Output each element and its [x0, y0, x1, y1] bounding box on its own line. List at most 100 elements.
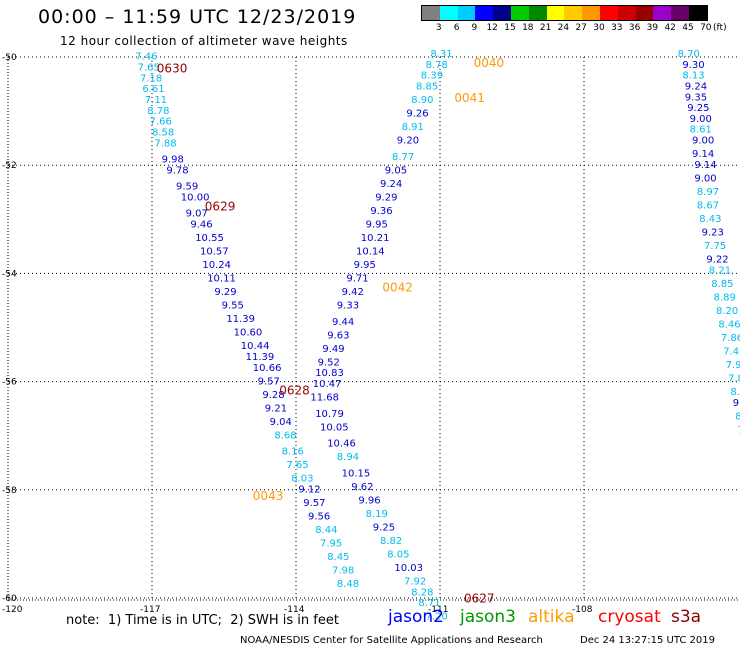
pass-time-label: 0041	[454, 91, 485, 105]
wave-height-value: 9.44	[332, 317, 354, 328]
wave-height-value: 10.03	[394, 563, 423, 574]
wave-height-value: 9.35	[685, 92, 707, 103]
lat-tick-label: -60	[2, 594, 17, 604]
wave-height-value: 8.19	[366, 509, 388, 520]
wave-height-value: 8.13	[682, 71, 704, 82]
wave-height-value: 10.24	[202, 260, 231, 271]
color-scale-label: 6	[453, 23, 460, 33]
pass-time-label: 0042	[382, 281, 413, 295]
pass-time-label: 0629	[205, 199, 236, 213]
wave-height-value: 9.33	[337, 301, 359, 312]
wave-height-value: 9.24	[380, 179, 402, 190]
wave-height-value: 8.67	[697, 200, 719, 211]
wave-height-value: 9.23	[702, 228, 724, 239]
wave-height-value: 8.70	[678, 49, 700, 60]
color-swatch	[617, 6, 636, 20]
wave-height-value: 8.16	[282, 447, 304, 458]
pass-time-label: 0630	[157, 61, 188, 75]
wave-height-value: 8.89	[714, 292, 736, 303]
lon-tick-label: -117	[140, 605, 160, 615]
pass-time-label: 0043	[253, 489, 284, 503]
wave-height-value: 7.42	[723, 347, 740, 358]
wave-height-value: 9.95	[366, 219, 388, 230]
wave-height-value: 8.94	[337, 452, 359, 463]
wave-height-value: 10.55	[195, 233, 224, 244]
color-swatch	[688, 6, 707, 20]
wave-height-value: 9.57	[258, 376, 280, 387]
wave-height-value: 9.25	[373, 522, 395, 533]
wave-height-value: 9.21	[265, 403, 287, 414]
color-scale-label: 42	[664, 23, 676, 33]
wave-height-value: 10.83	[315, 368, 344, 379]
wave-height-value: 8.20	[716, 306, 738, 317]
wave-height-value: 8.48	[337, 579, 359, 590]
pass-time-label: 0628	[279, 383, 310, 397]
wave-height-value: 8.78	[147, 106, 169, 117]
color-swatch	[475, 6, 494, 20]
color-swatch	[653, 6, 672, 20]
wave-height-value: 7.18	[140, 73, 162, 84]
wave-height-value: 7.86	[721, 333, 740, 344]
color-swatch	[493, 6, 511, 20]
wave-height-value: 10.05	[320, 422, 349, 433]
wave-height-value: 6.61	[142, 84, 164, 95]
wave-height-value: 10.47	[313, 379, 342, 390]
color-scale-swatches	[421, 5, 708, 21]
wave-height-value: 9.07	[186, 209, 208, 220]
note-text: note: 1) Time is in UTC; 2) SWH is in fe…	[66, 613, 339, 628]
pass-time-label: 0627	[464, 592, 495, 606]
wave-height-value: 8.91	[402, 122, 424, 133]
wave-height-value: 10.57	[200, 246, 229, 257]
satellite-legend-jason3: jason3	[460, 607, 516, 627]
satellite-legend-s3a: s3a	[671, 607, 702, 627]
map-title: 00:00 – 11:59 UTC 12/23/2019	[38, 6, 357, 28]
wave-height-value: 10.60	[234, 328, 263, 339]
wave-height-value: 8.44	[315, 525, 337, 536]
wave-height-value: 8.14	[730, 387, 740, 398]
wave-height-value: 7.66	[150, 117, 172, 128]
wave-height-value: 10.46	[327, 439, 356, 450]
wave-height-value: 8.77	[392, 152, 414, 163]
color-swatch	[582, 6, 600, 20]
color-scale-label: 36	[628, 23, 641, 33]
wave-height-value: 10.15	[342, 468, 371, 479]
wave-height-value: 9.56	[308, 512, 330, 523]
color-swatch	[599, 6, 618, 20]
wave-height-value: 7.98	[332, 566, 354, 577]
wave-height-value: 7.92	[726, 360, 740, 371]
color-scale-label: 24	[557, 23, 570, 33]
color-scale-label: 18	[522, 23, 534, 33]
wave-height-value: 7.95	[320, 539, 342, 550]
wave-height-value: 7.20	[426, 612, 448, 623]
wave-height-value: 8.75	[735, 411, 740, 422]
wave-height-value: 8.45	[327, 552, 349, 563]
satellite-legend-altika: altika	[528, 607, 575, 627]
wave-height-value: 10.11	[207, 274, 236, 285]
wave-height-value: 10.79	[315, 409, 344, 420]
wave-height-value: 8.82	[380, 536, 402, 547]
wave-height-value: 10.44	[241, 341, 270, 352]
wave-height-value: 9.04	[270, 417, 292, 428]
wave-height-value: 8.43	[699, 214, 721, 225]
wave-height-value: 9.05	[385, 165, 407, 176]
wave-height-value: 9.26	[406, 109, 428, 120]
color-swatch	[546, 6, 565, 20]
wave-height-value: 9.57	[303, 498, 325, 509]
wave-height-value: 8.28	[411, 587, 433, 598]
wave-height-value: 8.39	[421, 71, 443, 82]
wave-height-value: 8.71	[418, 598, 440, 609]
wave-height-value: 10.66	[253, 363, 282, 374]
wave-height-value: 7.92	[404, 576, 426, 587]
wave-height-value: 7.75	[704, 241, 726, 252]
wave-height-value: 9.20	[397, 136, 419, 147]
wave-height-value: 8.85	[711, 279, 733, 290]
wave-height-value: 9.14	[692, 149, 714, 160]
wave-height-value: 9.24	[685, 81, 707, 92]
lon-tick-label: -111	[428, 605, 448, 615]
wave-height-value: 9.71	[346, 274, 368, 285]
wave-height-value: 9.29	[375, 192, 397, 203]
wave-height-value: 8.68	[274, 430, 296, 441]
color-scale-label: 30	[593, 23, 605, 33]
color-swatch	[457, 6, 476, 20]
